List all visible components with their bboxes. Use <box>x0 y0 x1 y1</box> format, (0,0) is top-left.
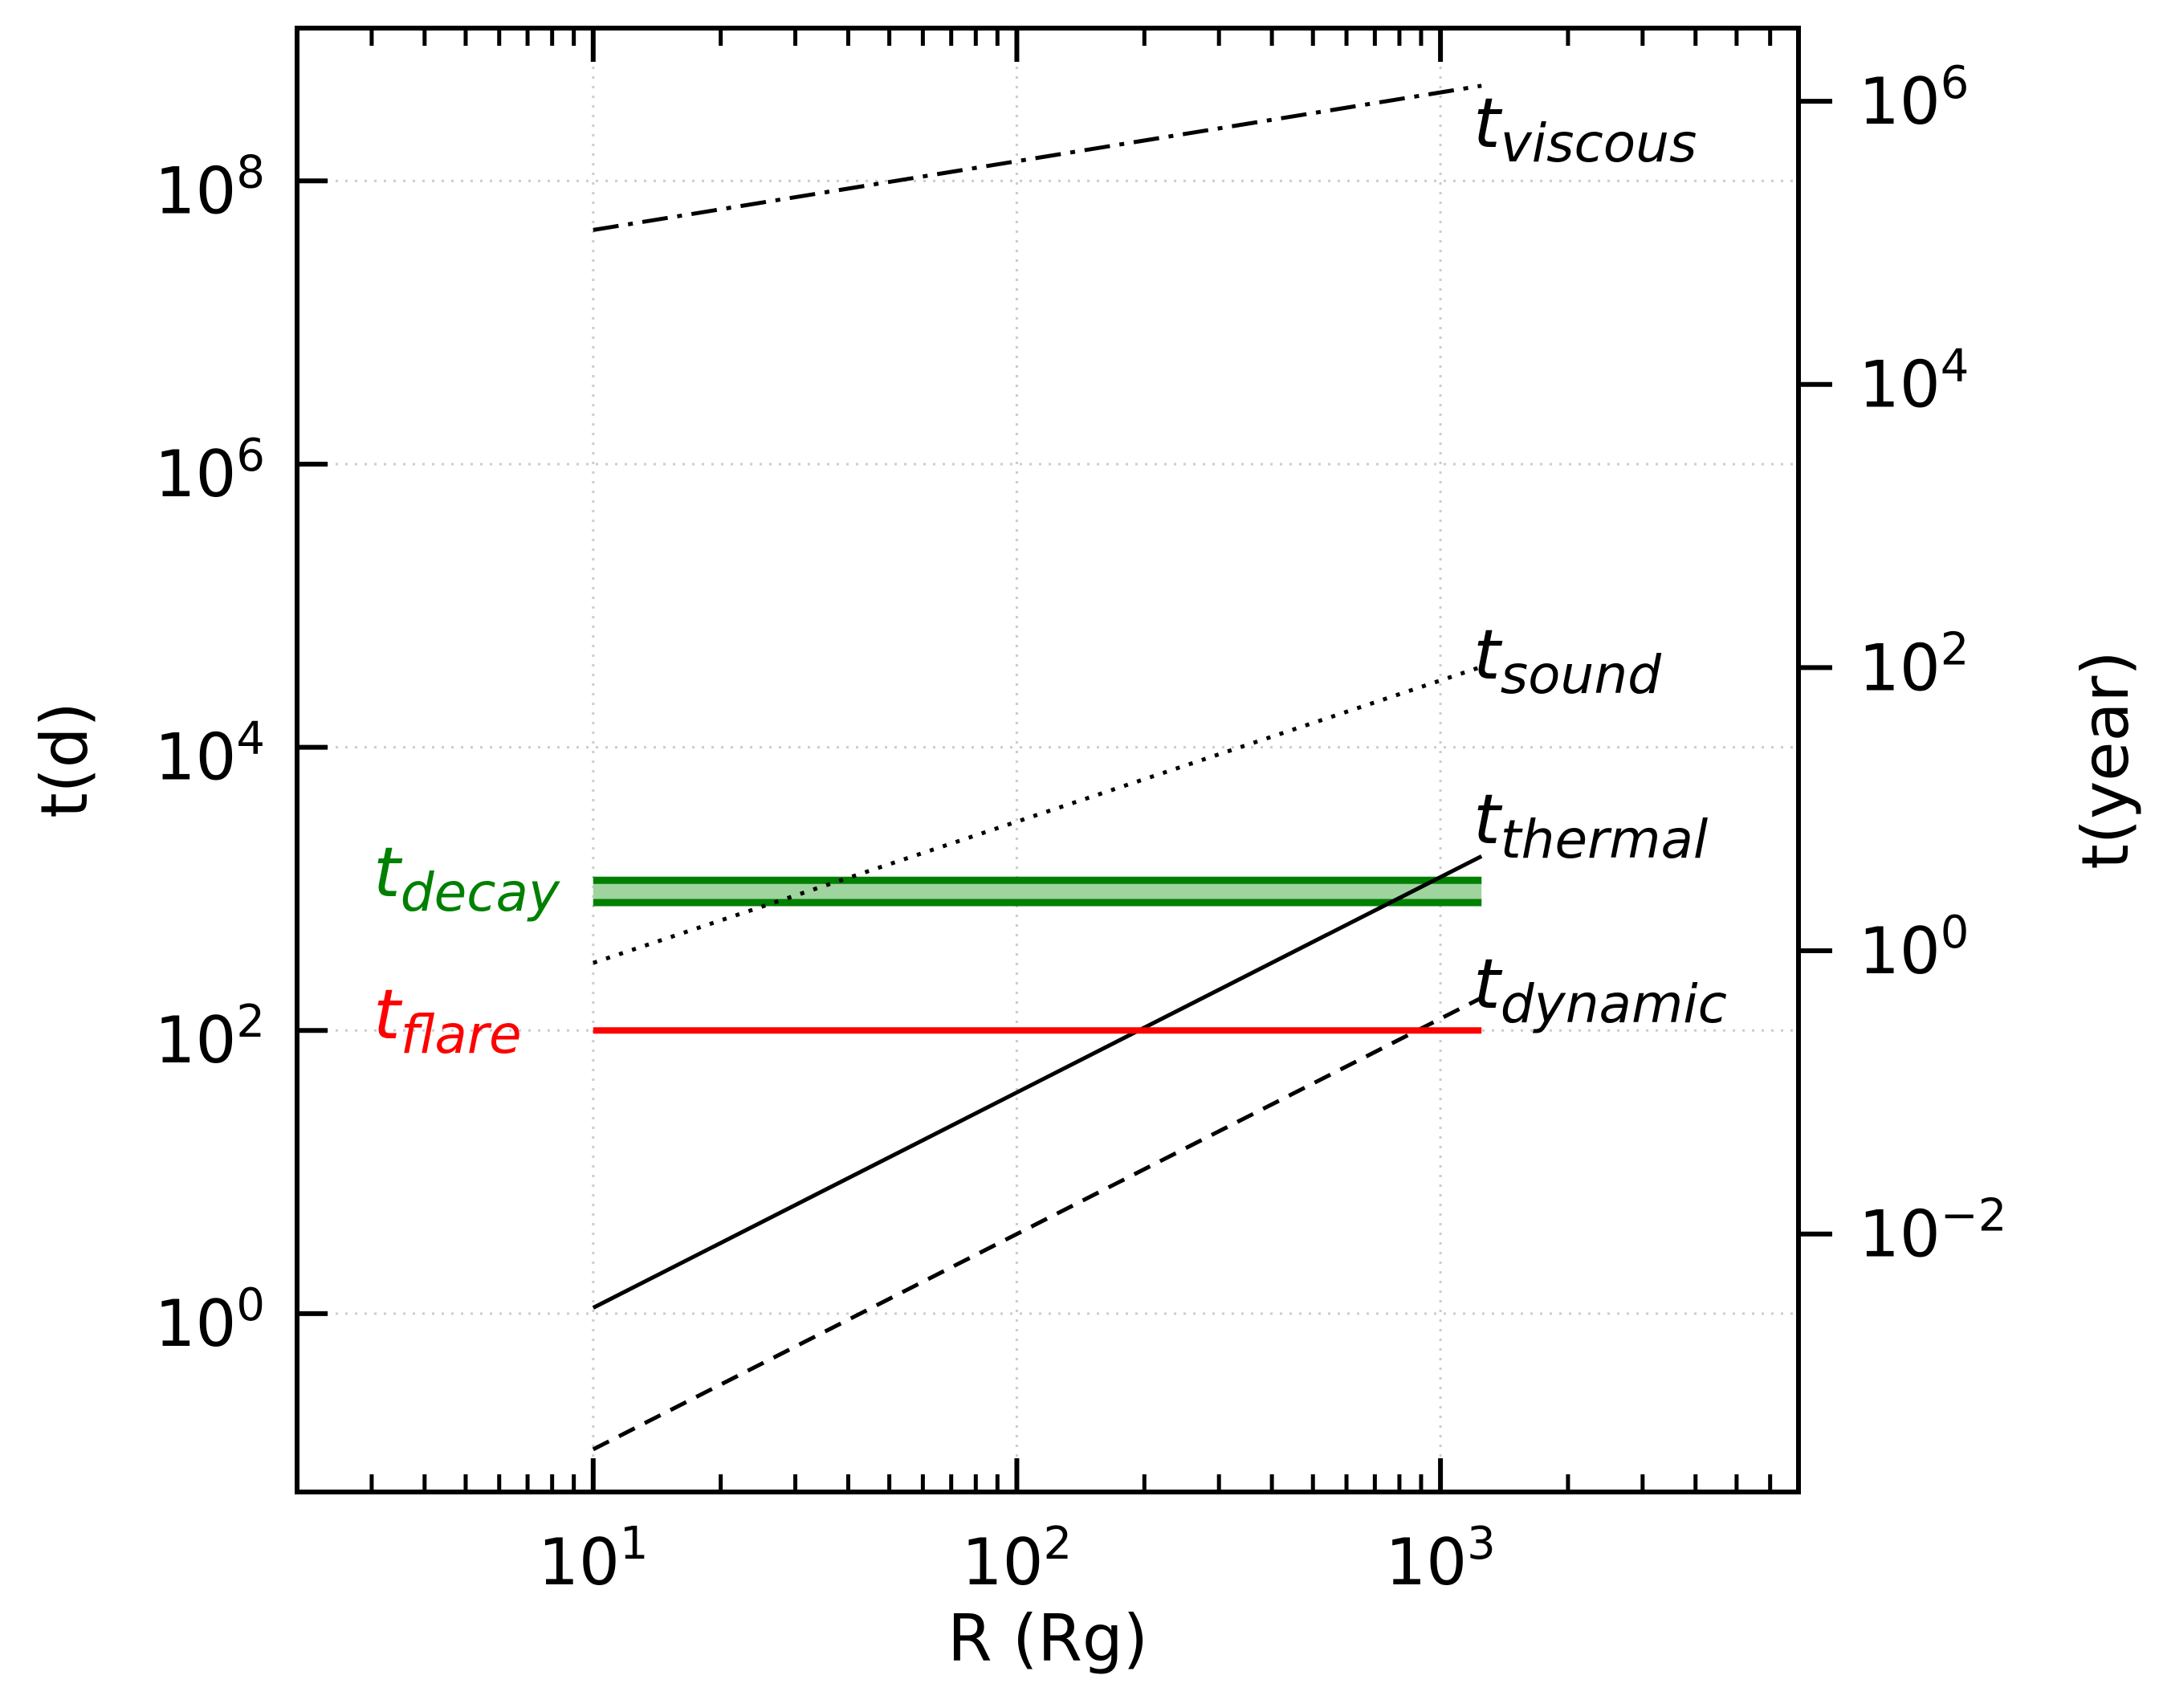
label-dynamic: tdynamic <box>1473 944 1727 1035</box>
x-tick-label: 103 <box>1385 1518 1495 1600</box>
y2-tick-label: 104 <box>1859 340 1969 422</box>
label-thermal: tthermal <box>1473 780 1709 870</box>
y2-tick-label: 102 <box>1859 623 1969 705</box>
y-tick-label: 102 <box>155 996 265 1078</box>
x-tick-label: 101 <box>538 1518 648 1600</box>
label-decay: tdecay <box>373 833 560 923</box>
label-sound: tsound <box>1473 615 1662 706</box>
y-tick-label: 104 <box>155 713 265 795</box>
band-decay-fill <box>593 880 1482 903</box>
y2-tick-label: 10−2 <box>1859 1190 2006 1272</box>
series-dynamic-line <box>592 996 1483 1452</box>
y2-axis-label: t(year) <box>2068 650 2143 869</box>
label-viscous: tviscous <box>1473 84 1697 174</box>
y-tick-label: 100 <box>155 1279 265 1361</box>
series-viscous-line <box>593 84 1482 232</box>
y2-tick-label: 106 <box>1859 57 1969 139</box>
major-ticks <box>297 28 1832 1492</box>
series-sound-line <box>593 665 1482 965</box>
tick-labels: 101 102 103 100 102 104 106 108 10−2 100 102 104 106 <box>155 57 2007 1600</box>
x-axis-label: R (Rg) <box>947 1601 1148 1676</box>
series-labels: tviscous tsound tthermal tdynamic tflare tdec… <box>373 84 1727 1066</box>
grid <box>297 28 1798 1492</box>
label-flare: tflare <box>373 975 522 1066</box>
x-tick-label: 102 <box>962 1518 1072 1600</box>
y-tick-label: 106 <box>155 430 265 512</box>
y-tick-label: 108 <box>155 146 265 228</box>
plot-series <box>592 84 1483 1452</box>
series-thermal-line <box>592 854 1483 1310</box>
minor-ticks <box>369 28 1773 1492</box>
y2-tick-label: 100 <box>1859 907 1969 989</box>
plot-frame <box>295 26 1801 1494</box>
y-axis-label: t(d) <box>27 702 102 818</box>
